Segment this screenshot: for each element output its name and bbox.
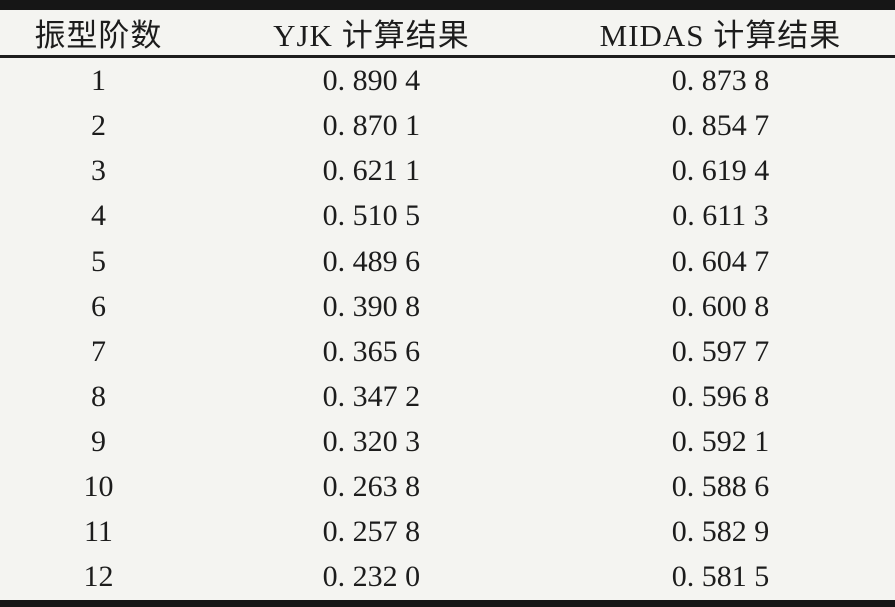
yjk-value-cell: 0. 320 3 — [322, 425, 421, 459]
midas-value-cell: 0. 581 5 — [671, 560, 770, 594]
midas-value-cell: 0. 600 8 — [671, 289, 770, 323]
table-top-rule — [0, 0, 895, 10]
mode-number-cell: 3 — [90, 154, 106, 188]
midas-value-cell: 0. 592 1 — [671, 425, 770, 459]
yjk-value-cell: 0. 263 8 — [322, 470, 421, 504]
yjk-value-cell: 0. 489 6 — [322, 244, 421, 278]
table-row: 11 0. 257 8 0. 582 9 — [0, 510, 895, 555]
midas-value-cell: 0. 597 7 — [671, 334, 770, 368]
midas-value-cell: 0. 619 4 — [671, 154, 770, 188]
table-row: 7 0. 365 6 0. 597 7 — [0, 329, 895, 374]
midas-value-cell: 0. 873 8 — [671, 63, 770, 97]
table-row: 8 0. 347 2 0. 596 8 — [0, 374, 895, 419]
table-row: 2 0. 870 1 0. 854 7 — [0, 104, 895, 149]
table-header: 振型阶数 YJK 计算结果 MIDAS 计算结果 — [0, 10, 895, 58]
column-header-mode-number: 振型阶数 — [0, 10, 197, 58]
mode-number-cell: 1 — [90, 63, 106, 97]
table-row: 1 0. 890 4 0. 873 8 — [0, 57, 895, 104]
midas-value-cell: 0. 854 7 — [671, 109, 770, 143]
mode-number-cell: 4 — [90, 199, 106, 233]
table-row: 3 0. 621 1 0. 619 4 — [0, 149, 895, 194]
yjk-value-cell: 0. 347 2 — [322, 379, 421, 413]
midas-value-cell: 0. 604 7 — [671, 244, 770, 278]
table-row: 10 0. 263 8 0. 588 6 — [0, 465, 895, 510]
midas-value-cell: 0. 582 9 — [671, 515, 770, 549]
table-header-row: 振型阶数 YJK 计算结果 MIDAS 计算结果 — [0, 10, 895, 58]
mode-number-cell: 12 — [83, 560, 114, 594]
table-row: 5 0. 489 6 0. 604 7 — [0, 239, 895, 284]
column-header-midas-result: MIDAS 计算结果 — [545, 10, 895, 58]
yjk-value-cell: 0. 870 1 — [322, 109, 421, 143]
yjk-value-cell: 0. 621 1 — [322, 154, 421, 188]
yjk-value-cell: 0. 257 8 — [322, 515, 421, 549]
mode-number-cell: 2 — [90, 109, 106, 143]
yjk-value-cell: 0. 232 0 — [322, 560, 421, 594]
yjk-value-cell: 0. 390 8 — [322, 289, 421, 323]
table-row: 6 0. 390 8 0. 600 8 — [0, 284, 895, 329]
yjk-value-cell: 0. 510 5 — [322, 199, 421, 233]
table-body: 1 0. 890 4 0. 873 8 2 0. 870 1 0. 854 7 … — [0, 57, 895, 601]
mode-results-table: 振型阶数 YJK 计算结果 MIDAS 计算结果 1 0. 890 4 0. 8… — [0, 10, 895, 600]
mode-number-cell: 8 — [90, 379, 106, 413]
table-row: 4 0. 510 5 0. 611 3 — [0, 194, 895, 239]
mode-number-cell: 5 — [90, 244, 106, 278]
midas-value-cell: 0. 611 3 — [672, 199, 769, 233]
table-row: 12 0. 232 0 0. 581 5 — [0, 555, 895, 600]
mode-number-cell: 6 — [90, 289, 106, 323]
table-bottom-rule — [0, 600, 895, 607]
table-row: 9 0. 320 3 0. 592 1 — [0, 419, 895, 464]
column-header-yjk-result: YJK 计算结果 — [196, 10, 546, 58]
mode-number-cell: 11 — [84, 515, 113, 549]
mode-number-cell: 7 — [90, 334, 106, 368]
midas-value-cell: 0. 588 6 — [671, 470, 770, 504]
midas-value-cell: 0. 596 8 — [671, 379, 770, 413]
yjk-value-cell: 0. 365 6 — [322, 334, 421, 368]
mode-number-cell: 10 — [83, 470, 114, 504]
yjk-value-cell: 0. 890 4 — [322, 63, 421, 97]
mode-number-cell: 9 — [90, 425, 106, 459]
